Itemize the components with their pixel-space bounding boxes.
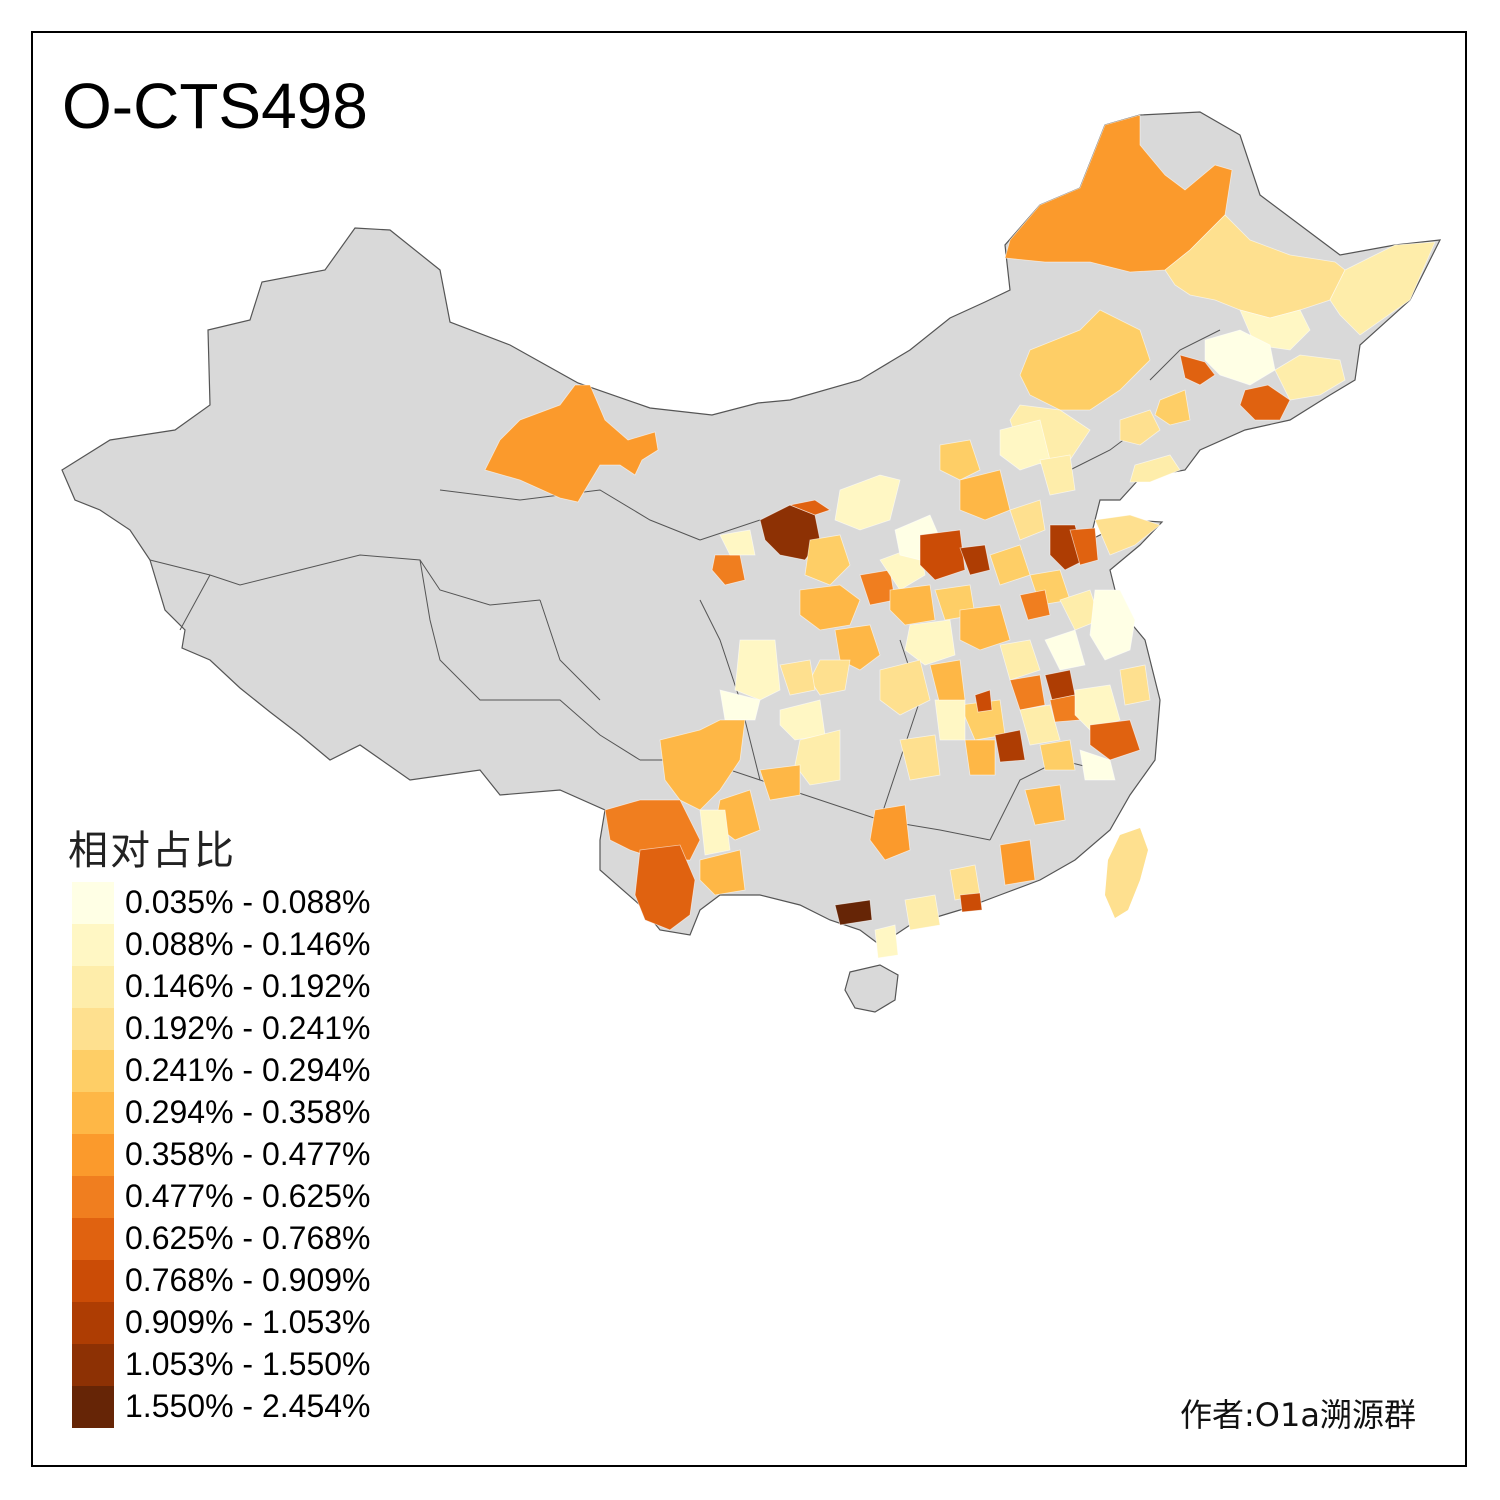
legend-label: 0.768% - 0.909% [125, 1262, 371, 1298]
prefecture-region[interactable] [889, 584, 936, 626]
prefecture-region[interactable] [1204, 329, 1276, 386]
legend-label: 0.358% - 0.477% [125, 1136, 371, 1172]
prefecture-region[interactable] [794, 729, 841, 786]
legend-label: 0.241% - 0.294% [125, 1052, 371, 1088]
prefecture-region[interactable] [1044, 629, 1086, 671]
legend-swatch [72, 1302, 114, 1344]
prefecture-region[interactable] [1009, 674, 1046, 711]
legend-label: 0.909% - 1.053% [125, 1304, 371, 1340]
prefecture-region[interactable] [1329, 241, 1436, 336]
prefecture-region[interactable] [904, 619, 956, 666]
prefecture-region[interactable] [874, 924, 899, 959]
legend-swatch [72, 1134, 114, 1176]
legend-swatch [72, 1176, 114, 1218]
prefecture-region[interactable] [484, 384, 659, 503]
prefecture-region[interactable] [1154, 389, 1191, 426]
prefecture-region[interactable] [659, 719, 746, 811]
prefecture-region[interactable] [999, 839, 1036, 886]
legend-swatch [72, 1008, 114, 1050]
prefecture-region[interactable] [1024, 784, 1066, 826]
prefecture-region[interactable] [834, 899, 873, 926]
prefecture-region[interactable] [804, 534, 851, 586]
prefecture-region[interactable] [904, 894, 941, 931]
prefecture-region[interactable] [719, 529, 756, 556]
prefecture-region[interactable] [1069, 527, 1099, 566]
prefecture-region[interactable] [999, 639, 1041, 681]
prefecture-region[interactable] [1079, 749, 1116, 781]
legend-swatch [72, 1050, 114, 1092]
prefecture-region[interactable] [759, 764, 801, 801]
legend-swatch [72, 1218, 114, 1260]
prefecture-region[interactable] [999, 419, 1051, 471]
prefecture-region[interactable] [1009, 499, 1046, 541]
prefecture-region[interactable] [604, 799, 701, 861]
legend-swatch [72, 1092, 114, 1134]
prefecture-region[interactable] [1119, 664, 1151, 706]
prefecture-region[interactable] [959, 892, 983, 913]
prefecture-region[interactable] [939, 439, 981, 481]
legend-label: 0.477% - 0.625% [125, 1178, 371, 1214]
legend-label: 0.146% - 0.192% [125, 968, 371, 1004]
prefecture-region[interactable] [1039, 454, 1076, 496]
prefecture-region[interactable] [699, 809, 731, 856]
prefecture-region[interactable] [1089, 589, 1136, 661]
legend-swatch [72, 924, 114, 966]
prefecture-region[interactable] [994, 729, 1026, 763]
legend-title: 相对占比 [68, 828, 236, 874]
legend-label: 0.192% - 0.241% [125, 1010, 371, 1046]
prefecture-region[interactable] [1089, 719, 1141, 761]
prefecture-region[interactable] [734, 639, 781, 701]
prefecture-region[interactable] [919, 529, 966, 581]
prefecture-region[interactable] [1019, 309, 1151, 411]
prefecture-region[interactable] [869, 804, 911, 861]
prefecture-region[interactable] [959, 544, 991, 576]
legend-swatch [72, 1344, 114, 1386]
prefecture-region[interactable] [779, 659, 816, 696]
prefecture-region[interactable] [934, 699, 966, 741]
legend-swatch [72, 882, 114, 924]
legend-swatch [72, 1260, 114, 1302]
legend-swatch [72, 1386, 114, 1428]
prefecture-region[interactable] [1094, 514, 1161, 556]
prefecture-region[interactable] [974, 689, 993, 713]
prefecture-region[interactable] [799, 584, 861, 631]
prefecture-region[interactable] [1019, 589, 1051, 621]
legend-label: 0.088% - 0.146% [125, 926, 371, 962]
prefecture-region[interactable] [1004, 114, 1233, 273]
prefecture-region[interactable] [1179, 354, 1216, 386]
prefecture-region[interactable] [1119, 409, 1161, 446]
prefecture-region[interactable] [634, 844, 696, 931]
hainan-island [844, 964, 899, 1013]
prefecture-region[interactable] [699, 849, 746, 896]
prefecture-region[interactable] [834, 624, 881, 671]
prefecture-region[interactable] [899, 734, 941, 781]
legend-label: 1.053% - 1.550% [125, 1346, 371, 1382]
map-title: O-CTS498 [62, 70, 368, 142]
prefecture-region[interactable] [1039, 739, 1076, 771]
prefecture-region[interactable] [1129, 454, 1181, 483]
legend-label: 0.035% - 0.088% [125, 884, 371, 920]
prefecture-region[interactable] [788, 499, 831, 516]
prefecture-region[interactable] [1239, 384, 1291, 421]
legend-label: 1.550% - 2.454% [125, 1388, 371, 1424]
taiwan-island[interactable] [1105, 828, 1148, 918]
legend-swatch [72, 966, 114, 1008]
prefecture-region[interactable] [964, 739, 996, 776]
prefecture-region[interactable] [719, 689, 761, 721]
prefecture-region[interactable] [834, 474, 901, 531]
map-frame [31, 31, 1467, 1467]
prefecture-region[interactable] [1019, 704, 1061, 746]
prefecture-region[interactable] [959, 604, 1011, 651]
prefecture-region[interactable] [959, 469, 1011, 521]
legend-label: 0.294% - 0.358% [125, 1094, 371, 1130]
prefecture-region[interactable] [879, 659, 931, 716]
author-credit: 作者:O1a溯源群 [1180, 1396, 1416, 1434]
prefecture-regions [484, 114, 1436, 959]
legend-label: 0.625% - 0.768% [125, 1220, 371, 1256]
